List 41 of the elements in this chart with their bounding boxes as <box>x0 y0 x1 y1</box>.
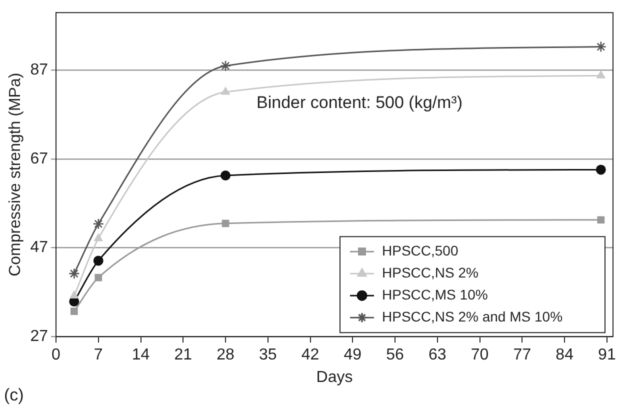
x-tick-label: 91 <box>598 346 616 364</box>
x-tick-label: 42 <box>301 346 320 364</box>
point <box>68 268 80 280</box>
x-tick-label: 49 <box>344 346 362 364</box>
y-tick-label: 47 <box>30 239 48 256</box>
x-tick-label: 14 <box>132 346 150 364</box>
point <box>597 216 605 224</box>
point <box>222 220 230 228</box>
x-tick-label: 21 <box>174 346 192 364</box>
legend-label: HPSCC,MS 10% <box>382 286 488 302</box>
point <box>596 164 606 175</box>
y-axis-title: Compressive strength (MPa) <box>7 72 24 276</box>
x-tick-label: 70 <box>470 346 489 364</box>
legend-label: HPSCC,500 <box>382 242 458 258</box>
x-tick-label: 28 <box>216 346 235 364</box>
point <box>94 234 103 242</box>
point <box>92 218 104 230</box>
x-tick-label: 77 <box>513 346 532 364</box>
point <box>94 274 102 282</box>
point <box>595 41 607 52</box>
point <box>70 308 78 315</box>
y-tick-label: 87 <box>30 62 48 79</box>
legend-label: HPSCC,NS 2% and MS 10% <box>382 308 563 324</box>
x-tick-label: 7 <box>94 346 103 364</box>
x-tick-label: 63 <box>428 346 446 364</box>
annotation: Binder content: 500 (kg/m³) <box>256 93 462 112</box>
legend-label: HPSCC,NS 2% <box>382 264 478 280</box>
x-tick-label: 84 <box>556 346 574 364</box>
point <box>596 70 606 78</box>
point <box>93 256 104 266</box>
x-axis-title: Days <box>316 368 353 386</box>
x-tick-label: 0 <box>52 346 61 364</box>
point <box>221 87 230 95</box>
x-tick-label: 35 <box>259 346 277 364</box>
text: (c) <box>4 386 24 405</box>
point <box>220 60 232 72</box>
x-tick-label: 56 <box>386 346 404 364</box>
y-tick-label: 27 <box>30 328 48 346</box>
point <box>70 290 79 299</box>
y-tick-label: 67 <box>30 150 48 168</box>
point <box>220 170 231 180</box>
